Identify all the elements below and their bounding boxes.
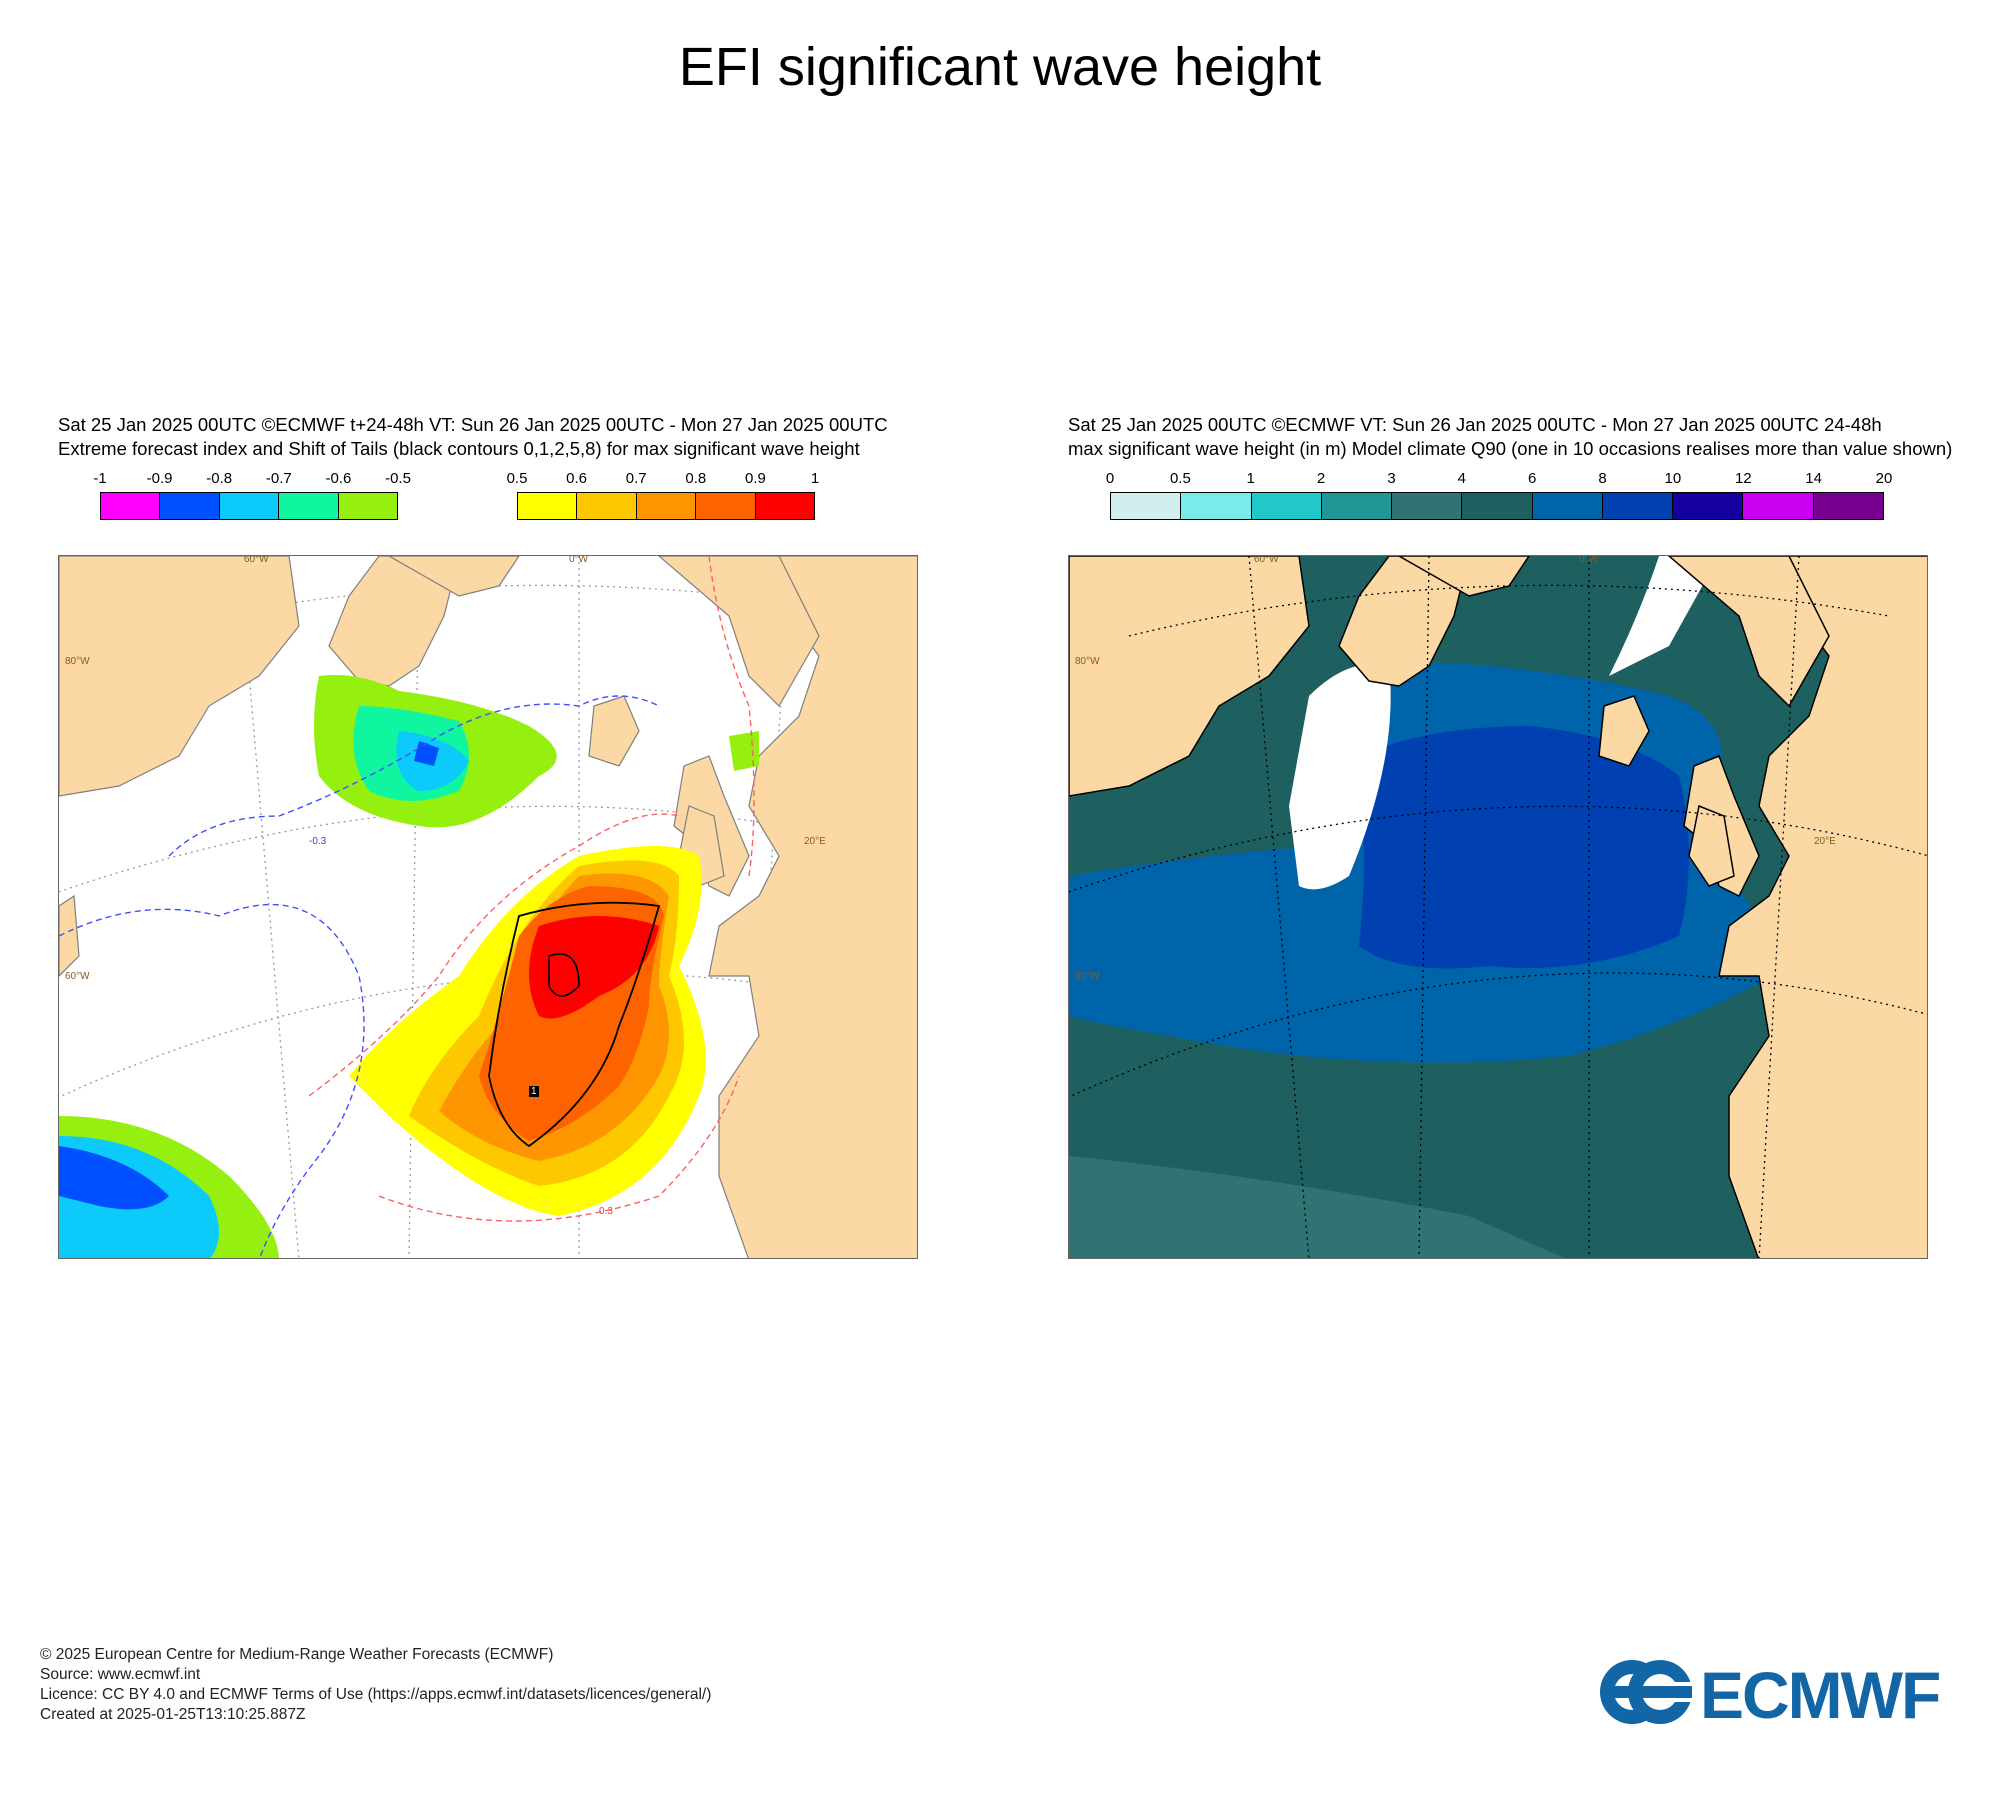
efi-negative-areas <box>59 675 759 1258</box>
contour-label: -0.3 <box>309 836 327 847</box>
cb-label: -0.5 <box>385 470 411 487</box>
lon-label: 20°E <box>804 836 826 847</box>
efi-positive-colorbar-labels: 0.5 0.6 0.7 0.8 0.9 1 <box>507 470 820 488</box>
lon-label: 0°W <box>569 555 588 565</box>
climate-colorbar <box>1110 492 1884 520</box>
cb-swatch <box>1321 493 1393 519</box>
cb-label: 0 <box>1105 470 1115 487</box>
climate-panel: Sat 25 Jan 2025 00UTC ©ECMWF VT: Sun 26 … <box>1068 410 1988 1280</box>
cb-label: 0.8 <box>685 470 707 487</box>
contour-label: 0.3 <box>599 1206 613 1217</box>
land <box>59 556 917 1258</box>
cb-label: 0.7 <box>625 470 647 487</box>
efi-positive-colorbar <box>517 492 815 520</box>
cb-swatch <box>518 493 578 519</box>
logo-text: ECMWF <box>1700 1658 1939 1732</box>
climate-colorbar-labels: 0 0.5 1 2 3 4 6 8 10 12 14 20 <box>1106 470 1893 488</box>
lat-label: 60°W <box>1075 971 1100 982</box>
efi-positive-areas <box>349 846 706 1216</box>
cb-swatch <box>1813 493 1883 519</box>
lon-label: 0°W <box>1579 555 1598 565</box>
footer-licence: Licence: CC BY 4.0 and ECMWF Terms of Us… <box>40 1686 712 1703</box>
climate-header-line1: Sat 25 Jan 2025 00UTC ©ECMWF VT: Sun 26 … <box>1068 414 1882 435</box>
contours <box>59 556 755 1258</box>
cb-label: 20 <box>1875 470 1893 487</box>
cb-label: 8 <box>1598 470 1607 487</box>
cb-label: 2 <box>1316 470 1326 487</box>
contour-label: 1 <box>529 1086 539 1097</box>
cb-label: 14 <box>1805 470 1822 487</box>
cb-swatch <box>1673 493 1744 519</box>
cb-swatch <box>1392 493 1463 519</box>
cb-label: 6 <box>1528 470 1537 487</box>
cb-label: 1 <box>1246 470 1255 487</box>
climate-map-svg <box>1069 556 1927 1258</box>
footer-source: Source: www.ecmwf.int <box>40 1666 201 1683</box>
lat-label: 60°W <box>65 971 90 982</box>
lon-label: 60°W <box>244 555 269 565</box>
cb-swatch <box>101 493 161 519</box>
cb-swatch <box>1251 493 1322 519</box>
cb-label: 12 <box>1734 470 1752 487</box>
lat-label: 80°W <box>65 656 90 667</box>
cb-swatch <box>755 493 815 519</box>
cb-swatch <box>1602 493 1674 519</box>
graticule <box>1069 556 1927 1258</box>
footer-created: Created at 2025-01-25T13:10:25.887Z <box>40 1706 306 1723</box>
cb-swatch <box>219 493 280 519</box>
climate-map: 80°W 60°W 60°W 0°W 20°E <box>1068 555 1928 1259</box>
efi-map: 80°W 60°W 60°W 0°W 20°E 1 -0.3 0.3 <box>58 555 918 1259</box>
cb-label: -0.9 <box>146 470 173 487</box>
efi-negative-colorbar-labels: -1 -0.9 -0.8 -0.7 -0.6 -0.5 <box>93 470 411 488</box>
cb-label: -1 <box>93 470 107 487</box>
cb-label: -0.6 <box>325 470 352 487</box>
efi-header-line2: Extreme forecast index and Shift of Tail… <box>58 438 860 459</box>
cb-label: 1 <box>810 470 820 487</box>
footer: © 2025 European Centre for Medium-Range … <box>40 1645 711 1725</box>
climate-header-line2: max significant wave height (in m) Model… <box>1068 438 1953 459</box>
efi-panel: Sat 25 Jan 2025 00UTC ©ECMWF t+24-48h VT… <box>58 410 978 1280</box>
cb-swatch <box>279 493 339 519</box>
cb-label: 0.5 <box>506 470 528 487</box>
cb-label: -0.7 <box>265 470 292 487</box>
cb-swatch <box>160 493 220 519</box>
cb-swatch <box>696 493 756 519</box>
cb-swatch <box>1532 493 1603 519</box>
lat-label: 80°W <box>1075 656 1100 667</box>
efi-negative-colorbar <box>100 492 398 520</box>
cb-swatch <box>577 493 637 519</box>
cb-label: 4 <box>1457 470 1466 487</box>
cb-swatch <box>636 493 697 519</box>
cb-swatch <box>1111 493 1182 519</box>
land <box>1069 556 1927 1258</box>
cb-label: 0.5 <box>1169 470 1191 487</box>
cb-label: 0.6 <box>566 470 588 487</box>
lon-label: 20°E <box>1814 836 1836 847</box>
ecmwf-logo: ECMWF <box>1592 1652 1972 1732</box>
cb-label: 3 <box>1387 470 1396 487</box>
cb-label: 0.9 <box>744 470 766 487</box>
page-title: EFI significant wave height <box>678 37 1322 97</box>
cb-swatch <box>1743 493 1814 519</box>
cb-swatch <box>1181 493 1252 519</box>
cb-label: -0.8 <box>206 470 233 487</box>
cb-label: 10 <box>1664 470 1682 487</box>
lon-label: 60°W <box>1254 555 1279 565</box>
cb-swatch <box>338 493 398 519</box>
ecmwf-logo-mark: ECMWF <box>1600 1658 1941 1732</box>
efi-map-svg <box>59 556 917 1258</box>
footer-copyright: © 2025 European Centre for Medium-Range … <box>40 1646 554 1663</box>
cb-swatch <box>1462 493 1533 519</box>
efi-header-line1: Sat 25 Jan 2025 00UTC ©ECMWF t+24-48h VT… <box>58 414 888 435</box>
